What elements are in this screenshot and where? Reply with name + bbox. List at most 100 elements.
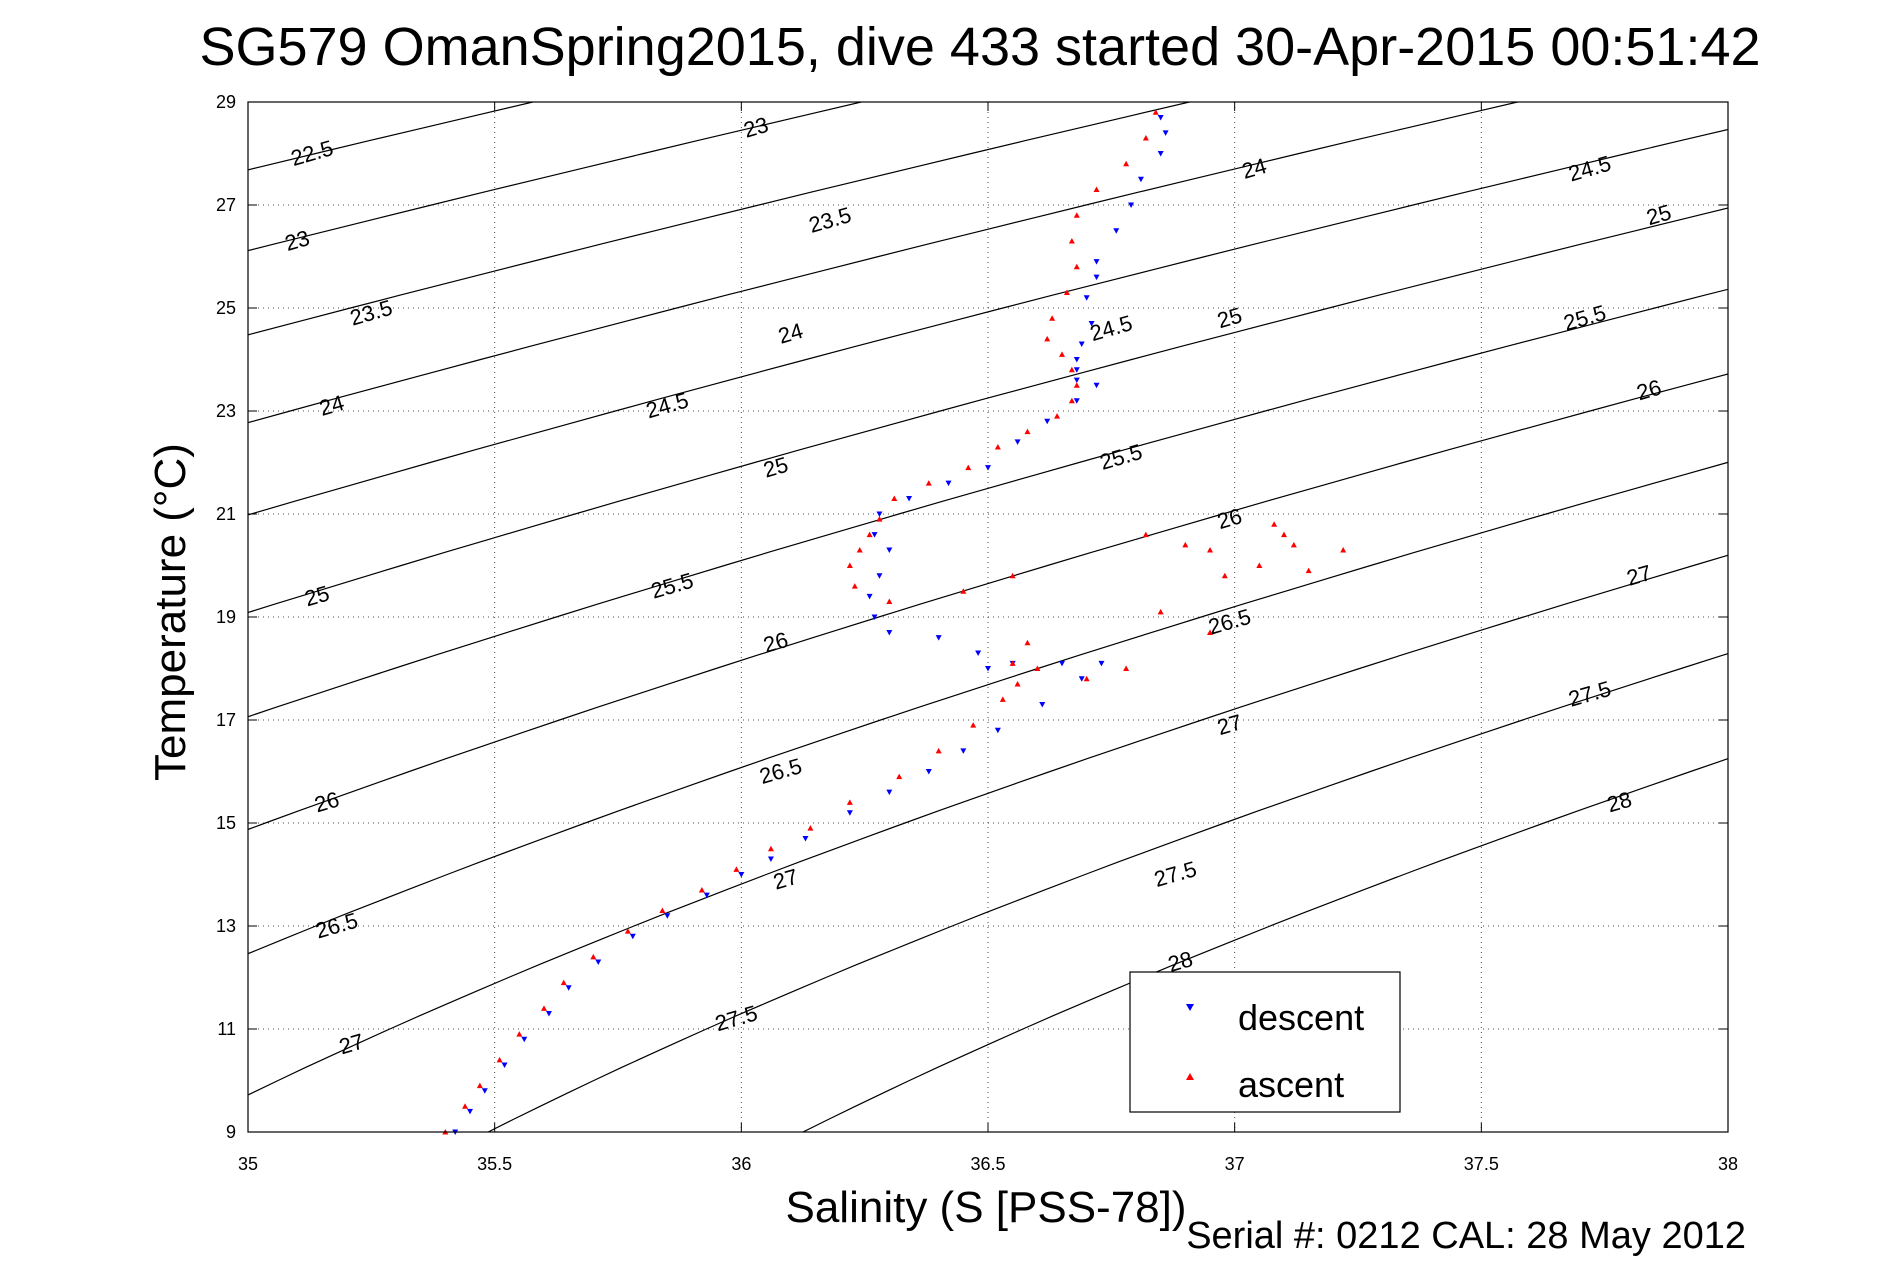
descent-point [1059,660,1065,667]
descent-point [629,933,636,940]
y-tick-label: 13 [216,916,236,936]
ascent-point [1093,186,1100,193]
x-tick-label: 36.5 [970,1154,1005,1174]
descent-point [595,959,602,966]
descent-point [545,1011,552,1017]
y-tick-label: 23 [216,401,236,421]
axes-frame [247,101,1729,1133]
descent-point [871,614,878,620]
descent-point [1073,398,1080,404]
isopycnal-line [248,288,1728,718]
ascent-point [1014,680,1021,687]
ascent-point [994,444,1001,450]
ascent-point [1207,547,1213,553]
isopycnal-line [248,373,1728,831]
descent-point [1078,676,1085,682]
descent-point [871,532,878,538]
ascent-point [767,845,774,852]
ascent-point [960,588,967,594]
x-axis-label: Salinity (S [PSS-78]) [785,1183,1186,1232]
ascent-point [624,928,631,934]
descent-point [1014,439,1021,445]
ascent-point [476,1082,483,1089]
descent-point [1162,130,1169,136]
serial-cal-footer: Serial #: 0212 CAL: 28 May 2012 [1186,1215,1746,1257]
y-tick-label: 15 [216,813,236,833]
descent-point [846,810,853,816]
descent-point [664,913,671,919]
ascent-point [1142,531,1149,538]
isopycnal-line [801,758,1728,1132]
descent-point [866,593,873,600]
descent-point [1093,259,1100,265]
ascent-point [1207,629,1213,635]
ascent-point [1290,541,1297,548]
ascent-point [1152,109,1159,115]
descent-point [886,789,893,796]
isopycnal-line [248,102,1521,424]
descent-point [1113,228,1120,234]
ascent-point [1123,665,1130,671]
ascent-point [1073,212,1080,218]
isopycnal-line [248,102,1193,336]
isopycnal-line [248,207,1728,614]
ascent-point [1221,572,1228,579]
descent-point [1073,357,1080,363]
descent-point [767,856,774,863]
descent-point [925,769,932,775]
descent-point [501,1062,508,1069]
ascent-point [733,866,740,872]
ascent-point [925,480,932,486]
ascent-point [876,516,883,522]
ascent-point [1083,675,1090,682]
ascent-point [935,747,942,754]
ascent-point [846,799,853,805]
ascent-point [1063,289,1070,296]
ascent-point [590,953,597,960]
ascent-point [1157,608,1164,615]
ascent-point [1034,665,1041,671]
ascent-point [866,531,873,538]
descent-point [703,892,710,899]
y-tick-label: 11 [217,1019,236,1039]
descent-point [945,480,952,487]
isopycnal-line [248,461,1728,955]
ascent-point [856,547,863,553]
legend: descent ascent [1129,971,1401,1113]
descent-point [960,748,967,754]
ascent-point [560,979,567,986]
ascent-point [1281,531,1287,538]
x-tick-label: 38 [1718,1154,1738,1174]
descent-point [521,1036,528,1043]
descent-point [1039,702,1046,708]
ascent-point [970,722,977,728]
isopycnal-line [486,652,1728,1132]
isopycnal-line [248,128,1728,516]
ascent-point [462,1103,469,1109]
ascent-point [999,696,1006,702]
ascent-point [1305,567,1312,574]
descent-point [1044,418,1051,425]
x-tick-label: 36 [731,1154,751,1174]
descent-point [994,727,1001,734]
legend-label-ascent: ascent [1238,1064,1344,1105]
descent-point [738,872,745,878]
ascent-point [1024,639,1031,646]
plot-area: 35 35.5 36 36.5 37 37.5 38 9 11 13 15 17 19 21 23 25 27 2… [216,92,1738,1174]
isopycnal-line [248,554,1728,1096]
ascent-point [1123,160,1130,167]
descent-point [906,496,913,502]
ascent-point [1340,547,1347,553]
x-tick-label: 37 [1225,1154,1245,1174]
ascent-point [1256,562,1263,568]
descent-point [876,573,883,579]
descent-point [1073,377,1080,384]
descent-point [1093,274,1100,281]
ascent-point [1068,238,1075,244]
legend-label-descent: descent [1238,997,1364,1038]
ascent-point [1068,366,1075,373]
ascent-point [896,773,903,780]
ascent-point [541,1005,547,1011]
descent-point [886,547,893,554]
